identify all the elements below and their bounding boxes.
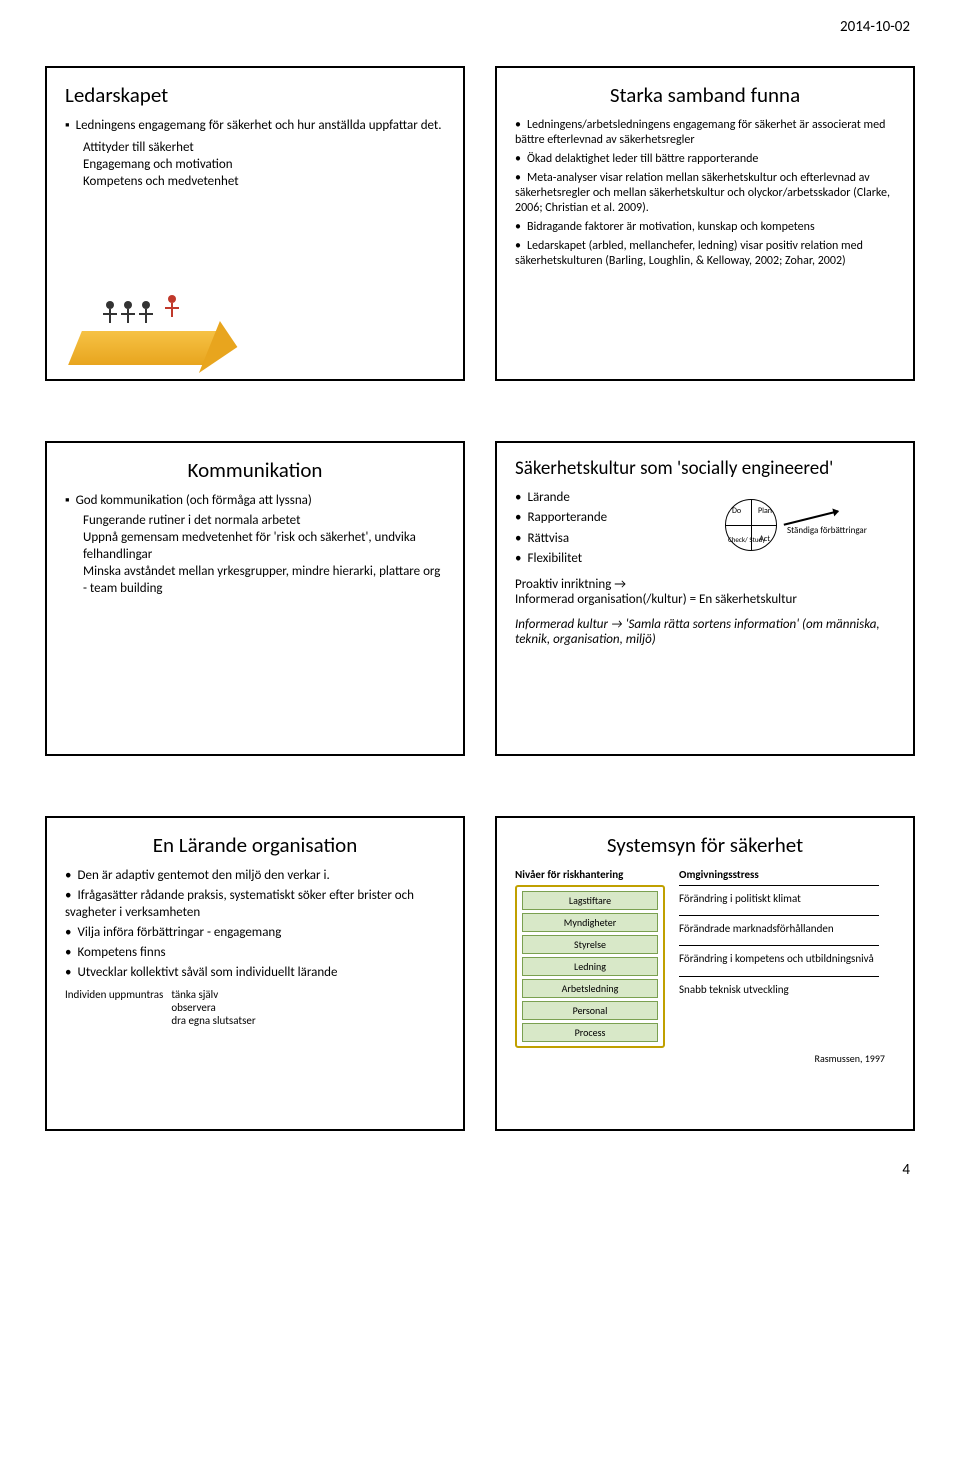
slide2-bullet: Ledningens/arbetsledningens engagemang f… xyxy=(515,118,895,148)
citation: Rasmussen, 1997 xyxy=(515,1052,895,1065)
pdca-do: Do xyxy=(732,506,741,516)
slide-ledarskapet: Ledarskapet Ledningens engagemang för sä… xyxy=(45,66,465,381)
page-number: 4 xyxy=(0,1151,960,1199)
slides-grid: Ledarskapet Ledningens engagemang för sä… xyxy=(0,46,960,1151)
level-item: Personal xyxy=(522,1001,658,1020)
env-item: Snabb teknisk utveckling xyxy=(679,976,879,998)
level-item: Arbetsledning xyxy=(522,979,658,998)
slide-starka-samband: Starka samband funna Ledningens/arbetsle… xyxy=(495,66,915,381)
level-item: Ledning xyxy=(522,957,658,976)
level-item: Styrelse xyxy=(522,935,658,954)
slide5-bullet: Kompetens finns xyxy=(65,945,445,961)
slide-socially-engineered: Säkerhetskultur som 'socially engineered… xyxy=(495,441,915,756)
slide-kommunikation: Kommunikation God kommunikation (och för… xyxy=(45,441,465,756)
slide2-title: Starka samband funna xyxy=(515,82,895,108)
slide3-sub: Minska avståndet mellan yrkesgrupper, mi… xyxy=(83,564,445,598)
slide1-sub: Attityder till säkerhet xyxy=(83,140,445,157)
slide5-bullet: Den är adaptiv gentemot den miljö den ve… xyxy=(65,868,445,884)
page-date: 2014-10-02 xyxy=(0,0,960,46)
slide4-p1: Proaktiv inriktning → xyxy=(515,577,895,592)
slide-larande-org: En Lärande organisation Den är adaptiv g… xyxy=(45,816,465,1131)
levels-title: Nivåer för riskhantering xyxy=(515,868,665,881)
slide4-title: Säkerhetskultur som 'socially engineered… xyxy=(515,457,895,480)
slide-systemsyn: Systemsyn för säkerhet Nivåer för riskha… xyxy=(495,816,915,1131)
slide5-title: En Lärande organisation xyxy=(65,832,445,858)
slide5-bullet: Utvecklar kollektivt såväl som individue… xyxy=(65,965,445,981)
level-item: Myndigheter xyxy=(522,913,658,932)
slide6-title: Systemsyn för säkerhet xyxy=(515,832,895,858)
slide5-foot-lead: Individen uppmuntras xyxy=(65,988,163,1027)
env-item: Förändring i politiskt klimat xyxy=(679,885,879,907)
slide5-foot: tänka själv xyxy=(171,988,255,1001)
env-title: Omgivningsstress xyxy=(679,868,879,881)
slide2-bullet: Meta-analyser visar relation mellan säke… xyxy=(515,171,895,216)
slide3-title: Kommunikation xyxy=(65,457,445,483)
slide2-bullet: Bidragande faktorer är motivation, kunsk… xyxy=(515,220,895,235)
pdca-act: Act xyxy=(759,534,770,544)
slide5-bullet: Ifrågasätter rådande praksis, systematis… xyxy=(65,888,445,921)
env-item: Förändrade marknadsförhållanden xyxy=(679,915,879,937)
slide1-sub: Kompetens och medvetenhet xyxy=(83,174,445,191)
slide5-foot: observera xyxy=(171,1001,255,1014)
slide1-bullet: Ledningens engagemang för säkerhet och h… xyxy=(65,118,445,134)
pdca-plan: Plan xyxy=(758,506,772,516)
slide4-p2: Informerad organisation(/kultur) = En sä… xyxy=(515,592,895,607)
levels-ladder: Lagstiftare Myndigheter Styrelse Ledning… xyxy=(515,885,665,1048)
slide3-bullet: God kommunikation (och förmåga att lyssn… xyxy=(65,493,445,509)
slide3-sub: Fungerande rutiner i det normala arbetet xyxy=(83,513,445,530)
leader-graphic xyxy=(75,275,225,365)
slide2-bullet: Ledarskapet (arbled, mellanchefer, ledni… xyxy=(515,239,895,269)
slide4-p3: Informerad kultur → 'Samla rätta sortens… xyxy=(515,617,895,647)
slide5-bullet: Vilja införa förbättringar - engagemang xyxy=(65,925,445,941)
env-item: Förändring i kompetens och utbildningsni… xyxy=(679,945,879,967)
level-item: Lagstiftare xyxy=(522,891,658,910)
pdca-label: Ständiga förbättringar xyxy=(787,525,867,536)
pdca-cycle: Do Plan Check/ Study Act Ständiga förbät… xyxy=(725,499,895,569)
slide1-title: Ledarskapet xyxy=(65,82,445,108)
level-item: Process xyxy=(522,1023,658,1042)
slide3-sub: Uppnå gemensam medvetenhet för 'risk och… xyxy=(83,530,445,564)
slide1-sub: Engagemang och motivation xyxy=(83,157,445,174)
slide5-foot: dra egna slutsatser xyxy=(171,1014,255,1027)
slide2-bullet: Ökad delaktighet leder till bättre rappo… xyxy=(515,152,895,167)
